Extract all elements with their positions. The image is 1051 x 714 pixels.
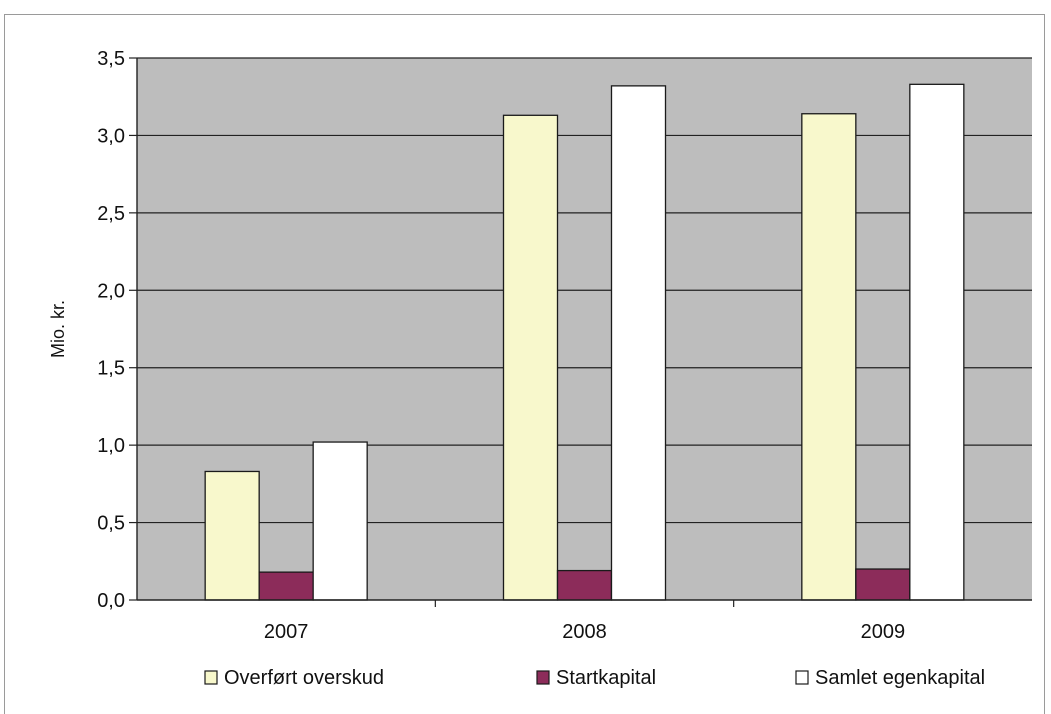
bar-2009-3 xyxy=(909,83,965,601)
y-tick-label: 0,0 xyxy=(97,590,125,612)
x-tick-label: 2008 xyxy=(562,621,607,643)
legend-label: Samlet egenkapital xyxy=(815,667,985,689)
y-tick-label: 3,5 xyxy=(97,48,125,70)
y-tick-label: 3,0 xyxy=(97,125,125,147)
x-tick-label: 2009 xyxy=(861,621,906,643)
bar-2007-2 xyxy=(258,571,314,601)
legend-item: Samlet egenkapital xyxy=(795,667,985,689)
y-axis-label: Mio. kr. xyxy=(48,300,68,358)
legend-label: Startkapital xyxy=(556,667,656,689)
bar-2007-1 xyxy=(204,470,260,601)
y-tick-label: 0,5 xyxy=(97,513,125,535)
y-tick-label: 2,0 xyxy=(97,280,125,302)
legend-swatch xyxy=(795,670,809,685)
bar-2007-3 xyxy=(312,441,368,601)
x-tick-labels: 2007 2008 2009 xyxy=(264,621,905,643)
legend: Overført overskud Startkapital Samlet egen… xyxy=(204,667,985,689)
x-tick-label: 2007 xyxy=(264,621,309,643)
y-tick-labels: 0,0 0,5 1,0 1,5 2,0 2,5 3,0 3,5 xyxy=(97,48,125,612)
legend-label: Overført overskud xyxy=(224,667,384,689)
axes xyxy=(129,57,1032,607)
bars xyxy=(204,83,965,601)
bar-2008-1 xyxy=(502,114,559,601)
y-tick-label: 1,0 xyxy=(97,435,125,457)
y-tick-label: 1,5 xyxy=(97,358,125,380)
y-tick-label: 2,5 xyxy=(97,203,125,225)
bar-2008-3 xyxy=(610,85,667,601)
legend-item: Startkapital xyxy=(536,667,656,689)
bar-2009-1 xyxy=(801,113,857,601)
bar-2009-2 xyxy=(855,568,911,601)
legend-item: Overført overskud xyxy=(204,667,384,689)
plot-area xyxy=(137,58,1032,600)
gridlines xyxy=(137,57,1032,524)
chart-frame xyxy=(4,14,1045,714)
bar-2008-2 xyxy=(556,569,613,601)
legend-swatch xyxy=(536,670,550,685)
legend-swatch xyxy=(204,670,218,685)
